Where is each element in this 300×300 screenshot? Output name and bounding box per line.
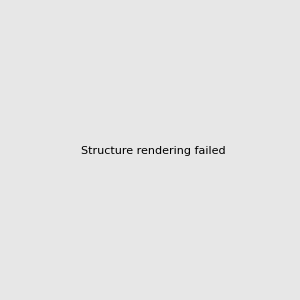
Text: Structure rendering failed: Structure rendering failed (81, 146, 226, 157)
